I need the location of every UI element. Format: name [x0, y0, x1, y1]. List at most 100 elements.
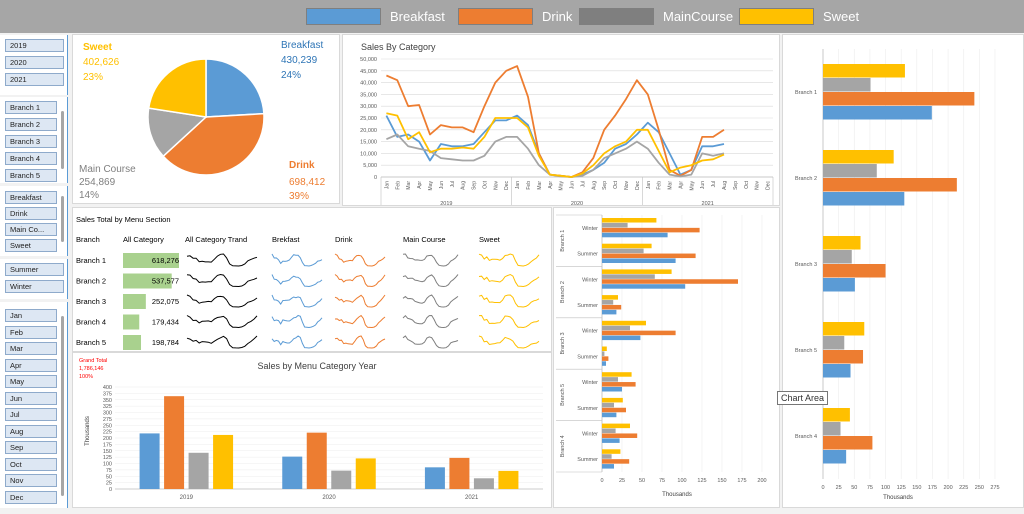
- bar-summer: [602, 243, 652, 249]
- sales-table-panel: Sales Total by Menu Section Branch All C…: [72, 207, 552, 352]
- x-tick-label: 225: [959, 485, 968, 491]
- bar-summer: [602, 402, 614, 408]
- slicer-year-2021[interactable]: 2021: [5, 73, 64, 86]
- x-tick-label: Jul: [580, 181, 586, 187]
- slicer-category-breakfast[interactable]: Breakfast: [5, 191, 57, 204]
- bar-winter: [602, 227, 700, 233]
- bar-branch-5-breakfast: [823, 364, 851, 378]
- slicer-branch-1[interactable]: Branch 1: [5, 101, 57, 114]
- scrollbar[interactable]: [61, 316, 64, 496]
- x-tick-label: Sep: [733, 181, 739, 190]
- slicer-month-oct[interactable]: Oct: [5, 458, 57, 471]
- sparkline-maincourse: [402, 314, 459, 329]
- year-label: 2021: [702, 201, 714, 207]
- sparkline-drink: [334, 294, 386, 308]
- table-header-trend: All Category Trand: [185, 235, 247, 244]
- slicer-month-jan[interactable]: Jan: [5, 309, 57, 322]
- slicer-month-apr[interactable]: Apr: [5, 359, 57, 372]
- pie-slice-sweet: [147, 58, 207, 118]
- bar-2021-drink: [449, 457, 470, 489]
- bar-summer: [602, 361, 606, 366]
- slicer-branch-2[interactable]: Branch 2: [5, 118, 57, 131]
- x-tick-label: 275: [990, 485, 999, 491]
- category-slicer: Breakfast Drink Main Co... Sweet: [0, 186, 68, 256]
- branch-bar-chart-panel[interactable]: Thousands 0 25 50 75 100 125 150 175 200 225 250 27…: [782, 34, 1024, 508]
- season-bar-chart-panel[interactable]: Thousands 0 25 50 75 100 125 150 175 200 Branch 1…: [553, 207, 780, 508]
- branch-chart-xlabel: Thousands: [883, 495, 913, 501]
- x-tick-label: 125: [697, 478, 706, 484]
- bar-winter: [602, 269, 672, 274]
- slicer-month-may[interactable]: May: [5, 375, 57, 388]
- bar-2021-maincourse: [473, 478, 494, 489]
- y-tick-label: 5,000: [363, 163, 377, 169]
- bar-winter: [602, 320, 646, 326]
- x-tick-label: Dec: [635, 181, 641, 190]
- bar-winter: [602, 218, 657, 223]
- bar-winter: [602, 386, 622, 392]
- y-tick-label: 300: [103, 411, 112, 417]
- legend-bar: Breakfast Drink MainCourse Sweet: [0, 0, 1024, 33]
- y-tick-label: 125: [103, 455, 112, 461]
- table-header-branch: Branch: [76, 235, 100, 244]
- x-tick-label: May: [428, 181, 434, 191]
- sparkline-drink: [334, 274, 386, 288]
- legend-swatch: [579, 7, 654, 25]
- slicer-month-mar[interactable]: Mar: [5, 342, 57, 355]
- slicer-month-feb[interactable]: Feb: [5, 326, 57, 339]
- sparkline-all: [186, 253, 258, 267]
- bar-branch-4-drink: [823, 436, 873, 450]
- bar-2020-maincourse: [331, 470, 352, 489]
- x-tick-label: Jun: [439, 181, 445, 189]
- slicer-branch-5[interactable]: Branch 5: [5, 169, 57, 182]
- scrollbar[interactable]: [61, 196, 64, 242]
- bar-summer: [602, 454, 612, 459]
- bar-summer: [602, 397, 623, 403]
- line-chart-title: Sales By Category: [361, 42, 436, 52]
- slicer-month-nov[interactable]: Nov: [5, 474, 57, 487]
- data-bar: [123, 314, 140, 330]
- bar-summer: [602, 295, 618, 300]
- x-tick-label: 150: [912, 485, 921, 491]
- x-tick-label: 150: [717, 478, 726, 484]
- slicer-category-maincourse[interactable]: Main Co...: [5, 223, 57, 236]
- x-tick-label: Oct: [744, 180, 750, 188]
- slicer-month-jul[interactable]: Jul: [5, 408, 57, 421]
- bar-branch-5-drink: [823, 350, 864, 364]
- slicer-month-aug[interactable]: Aug: [5, 425, 57, 438]
- legend-swatch: [306, 7, 381, 25]
- table-cell-branch: Branch 4: [76, 318, 106, 327]
- year-bar-chart-panel[interactable]: Grand Total 1,786,146 100% Sales by Menu…: [72, 352, 552, 508]
- x-tick-label: 25: [836, 485, 842, 491]
- x-tick-label: Nov: [493, 181, 499, 190]
- pie-chart-panel[interactable]: Sweet 402,626 23% Breakfast 430,239 24% …: [72, 34, 340, 204]
- scrollbar[interactable]: [61, 111, 64, 169]
- pie-label-breakfast-value: 430,239: [281, 55, 318, 66]
- pie-chart: Sweet 402,626 23% Breakfast 430,239 24% …: [79, 40, 326, 202]
- x-tick-label: Aug: [722, 181, 728, 190]
- slicer-month-sep[interactable]: Sep: [5, 441, 57, 454]
- pie-label-sweet-pct: 23%: [83, 72, 103, 83]
- slicer-year-2019[interactable]: 2019: [5, 39, 64, 52]
- slicer-season-winter[interactable]: Winter: [5, 280, 64, 293]
- x-tick-label: Aug: [591, 181, 597, 190]
- slicer-branch-4[interactable]: Branch 4: [5, 152, 57, 165]
- slicer-season-summer[interactable]: Summer: [5, 263, 64, 276]
- x-tick-label: Apr: [678, 181, 684, 189]
- pie-slice-maincourse: [147, 107, 208, 158]
- slicer-year-2020[interactable]: 2020: [5, 56, 64, 69]
- sales-table: Sales Total by Menu Section Branch All C…: [76, 215, 540, 350]
- x-tick-label: Jul: [450, 181, 456, 187]
- slicer-month-dec[interactable]: Dec: [5, 491, 57, 504]
- bar-winter: [602, 274, 655, 279]
- bar-summer: [602, 304, 622, 310]
- x-tick-label: Dec: [504, 181, 510, 190]
- slicer-month-jun[interactable]: Jun: [5, 392, 57, 405]
- line-series-sweet: [386, 112, 725, 178]
- line-chart-panel[interactable]: Sales By Category 0 5,000 10,000 15,000 20,0…: [342, 34, 780, 207]
- slicer-category-sweet[interactable]: Sweet: [5, 239, 57, 252]
- y-tick-label: 50: [106, 474, 112, 480]
- slicer-branch-3[interactable]: Branch 3: [5, 135, 57, 148]
- bar-2019-breakfast: [139, 433, 160, 489]
- season-slicer: Summer Winter: [0, 259, 68, 299]
- slicer-category-drink[interactable]: Drink: [5, 207, 57, 220]
